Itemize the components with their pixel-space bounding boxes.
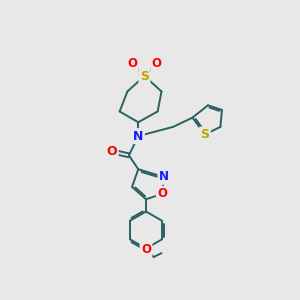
Text: S: S [140, 70, 149, 83]
Text: O: O [127, 57, 137, 70]
Text: O: O [106, 145, 117, 158]
Text: N: N [159, 170, 169, 183]
Text: N: N [133, 130, 143, 142]
Text: O: O [141, 243, 151, 256]
Text: S: S [200, 128, 209, 141]
Text: O: O [157, 187, 167, 200]
Text: O: O [152, 57, 162, 70]
